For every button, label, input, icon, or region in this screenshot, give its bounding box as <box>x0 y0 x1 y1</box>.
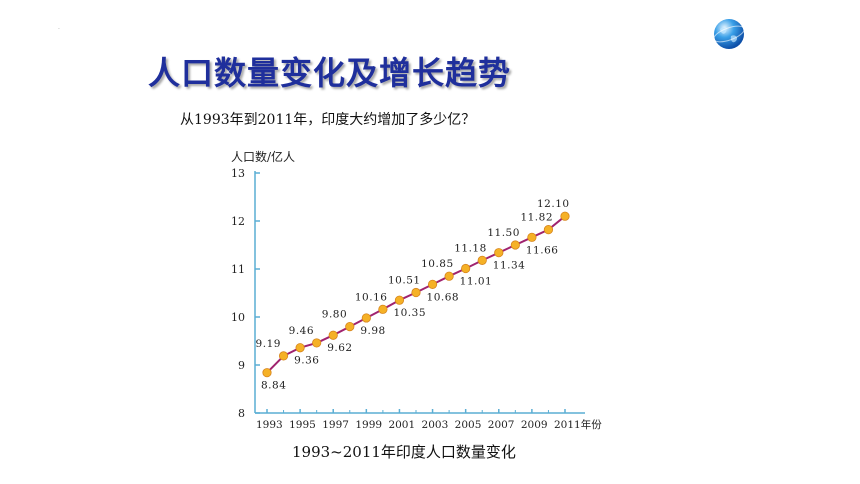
data-point <box>494 248 504 258</box>
data-label: 11.66 <box>526 244 559 256</box>
corner-dot: . <box>58 24 60 31</box>
x-tick-label: 2011年份 <box>554 418 602 431</box>
data-label: 11.82 <box>520 212 553 224</box>
data-point <box>444 271 454 281</box>
data-point <box>510 240 520 250</box>
x-tick-label: 1993 <box>256 419 283 431</box>
data-label: 9.62 <box>327 342 352 354</box>
data-point <box>527 232 537 242</box>
y-tick-label: 10 <box>231 311 245 324</box>
data-point <box>461 263 471 274</box>
x-tick-label: 2009 <box>521 419 548 431</box>
data-point <box>394 295 405 305</box>
x-tick-label: 1995 <box>289 419 316 431</box>
data-point <box>361 313 371 323</box>
y-tick-label: 13 <box>231 167 245 180</box>
data-label: 9.46 <box>289 325 314 337</box>
question-text: 从1993年到2011年，印度大约增加了多少亿？ <box>180 112 476 128</box>
slide-title: 人口数量变化及增长趋势 <box>148 54 512 92</box>
data-point <box>477 255 487 265</box>
data-label: 11.34 <box>493 260 526 272</box>
data-label: 9.98 <box>360 325 385 337</box>
data-label: 8.84 <box>261 380 286 392</box>
y-tick-label: 9 <box>238 359 245 372</box>
data-point <box>295 343 305 353</box>
data-label: 12.10 <box>537 198 570 210</box>
data-label: 11.18 <box>454 242 487 254</box>
data-label: 9.19 <box>256 338 281 350</box>
data-label: 9.36 <box>294 355 319 367</box>
data-label: 11.01 <box>460 276 493 288</box>
data-point <box>543 225 554 235</box>
data-point <box>262 368 272 378</box>
data-label: 10.85 <box>421 258 454 270</box>
data-point <box>312 338 322 348</box>
x-tick-label: 2003 <box>422 419 449 431</box>
data-point <box>378 304 388 314</box>
data-point <box>560 211 570 221</box>
data-label: 9.80 <box>322 309 347 321</box>
data-point <box>411 287 421 298</box>
data-point <box>345 321 355 332</box>
data-label: 11.50 <box>487 227 520 239</box>
data-point <box>427 279 438 289</box>
globe-icon <box>713 19 745 49</box>
x-tick-label: 1999 <box>355 419 382 431</box>
y-tick-label: 12 <box>231 215 245 228</box>
x-tick-label: 1997 <box>322 419 349 431</box>
x-tick-label: 2001 <box>388 419 415 431</box>
y-tick-label: 11 <box>231 263 245 276</box>
x-tick-label: 2007 <box>488 419 515 431</box>
data-label: 10.16 <box>355 291 388 303</box>
x-tick-label: 2005 <box>455 419 482 431</box>
y-tick-label: 8 <box>238 407 245 420</box>
data-point <box>278 351 289 361</box>
data-label: 10.68 <box>427 291 460 303</box>
data-label: 10.51 <box>388 275 421 287</box>
data-point <box>328 330 338 340</box>
y-axis-title: 人口数/亿人 <box>231 149 295 164</box>
data-label: 10.35 <box>393 307 426 319</box>
chart-caption: 1993~2011年印度人口数量变化 <box>292 443 516 461</box>
